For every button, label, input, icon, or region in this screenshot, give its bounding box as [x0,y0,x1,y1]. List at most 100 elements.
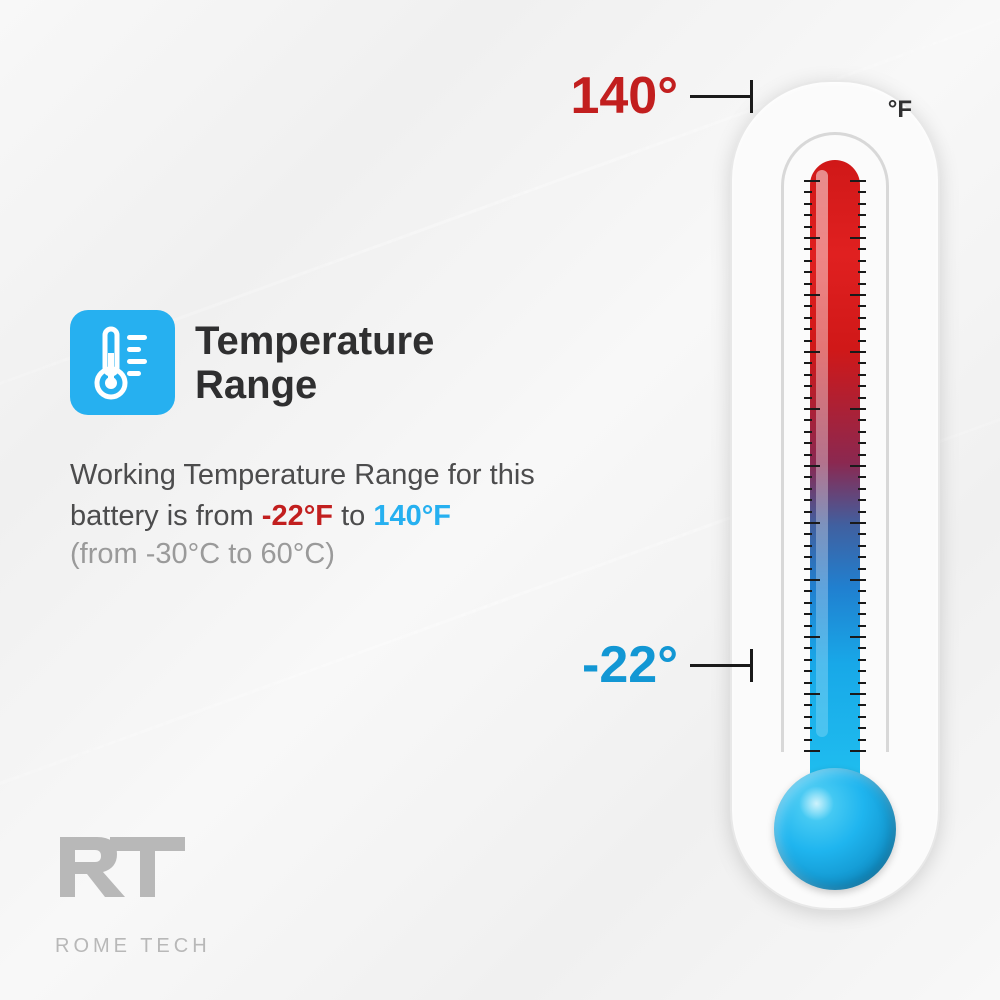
tick [804,750,820,752]
tick [858,511,866,513]
tick [804,442,812,444]
header-row: TemperatureRange [70,310,540,415]
title: TemperatureRange [195,319,434,407]
tick [804,602,812,604]
tick [804,659,812,661]
unit-label: °F [888,96,912,124]
tick [858,682,866,684]
tick [858,374,866,376]
tick [858,385,866,387]
tick [858,248,866,250]
tick [804,454,812,456]
tick [804,351,820,353]
tick [858,556,866,558]
tick [850,465,866,467]
tick [858,727,866,729]
tick [804,522,820,524]
description: Working Temperature Range for this batte… [70,455,540,536]
tick [804,647,812,649]
tick [804,670,812,672]
tick [858,442,866,444]
tick [858,488,866,490]
tick [804,556,812,558]
desc-connector: to [333,500,373,532]
low-value: -22° [582,635,678,695]
tick [850,237,866,239]
tick [804,476,812,478]
tick [858,670,866,672]
tick [804,248,812,250]
low-marker: -22° [582,635,750,695]
tick [804,579,820,581]
tick [804,237,820,239]
tick [804,499,812,501]
tick [858,590,866,592]
tick [858,226,866,228]
tick [804,374,812,376]
tick [850,522,866,524]
tick [804,294,820,296]
tick [804,385,812,387]
logo-text: ROME TECH [55,935,211,958]
tick [804,488,812,490]
high-value: 140° [570,66,678,126]
tick [804,716,812,718]
tick [858,203,866,205]
tick [804,590,812,592]
tick [858,340,866,342]
tick [804,727,812,729]
brand-logo: ROME TECH [55,832,211,958]
tick [858,397,866,399]
high-marker: 140° [570,66,750,126]
low-marker-line [690,664,750,667]
tick [804,704,812,706]
tick [850,351,866,353]
tick [804,317,812,319]
high-marker-line [690,95,750,98]
tick [804,214,812,216]
tick [858,613,866,615]
tick [804,465,820,467]
tick [804,397,812,399]
tick [804,545,812,547]
tick [858,739,866,741]
tick [858,704,866,706]
tick [858,647,866,649]
tick [858,545,866,547]
tick [850,180,866,182]
tick [850,693,866,695]
tick [850,294,866,296]
high-temp-f: 140°F [373,500,451,532]
tick [850,636,866,638]
thermometer-ticks [804,180,866,750]
tick [858,214,866,216]
tick [858,476,866,478]
tick [858,271,866,273]
tick [804,419,812,421]
tick [858,716,866,718]
tick [858,305,866,307]
tick [858,260,866,262]
tick [804,191,812,193]
tick [804,328,812,330]
tick [858,328,866,330]
tick [858,191,866,193]
tick [804,636,820,638]
tick [858,362,866,364]
tick [804,533,812,535]
tick [804,226,812,228]
tick [804,739,812,741]
tick [858,659,866,661]
tick [858,533,866,535]
tick [804,693,820,695]
tick [804,340,812,342]
tick [804,613,812,615]
tick [858,499,866,501]
tick [804,180,820,182]
celsius-note: (from -30°C to 60°C) [70,538,540,571]
tick [804,260,812,262]
tick [850,579,866,581]
tick [858,317,866,319]
content-panel: TemperatureRange Working Temperature Ran… [70,310,540,571]
tick [858,419,866,421]
